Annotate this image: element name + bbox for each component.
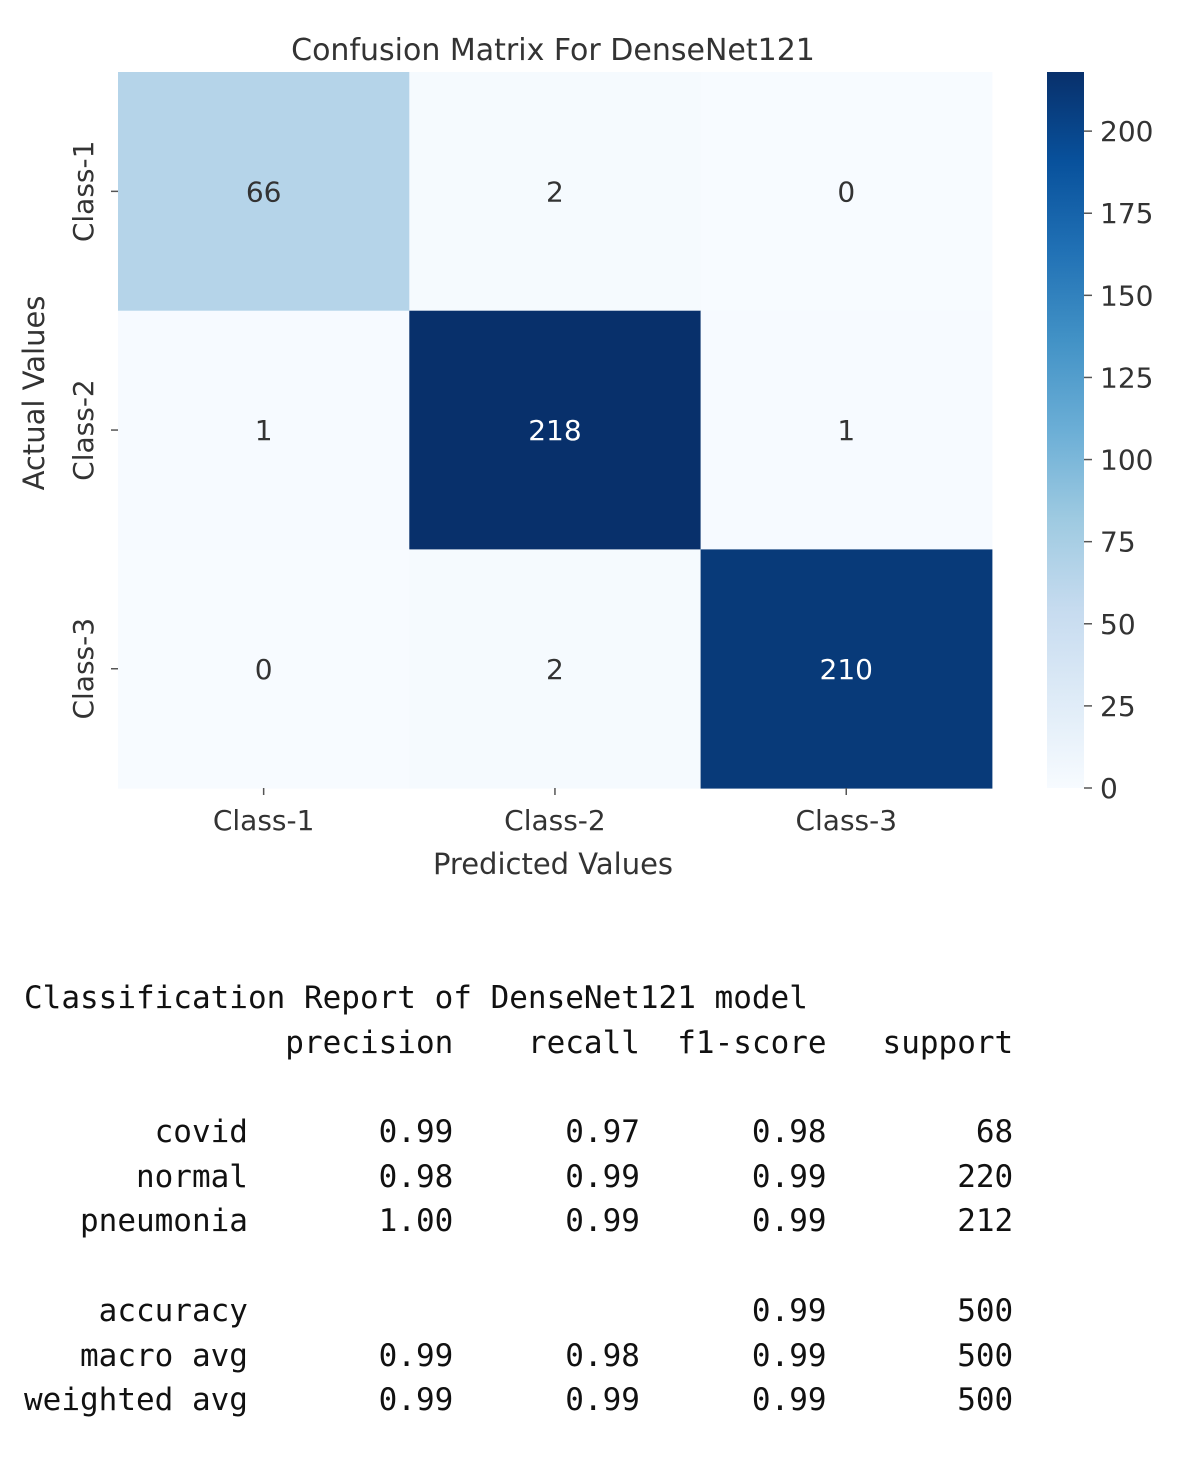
cell-value-label: 0 (255, 653, 273, 686)
confusion-matrix-chart: Confusion Matrix For DenseNet121 66 2 01 21… (17, 33, 1153, 881)
heatmap-cell (700, 310, 993, 550)
report-recall: 0.99 (453, 1158, 640, 1195)
colorbar-ticks: 0 25 50 75 100 125 150 175 200 (1084, 115, 1153, 805)
y-tick-label: Class-1 (67, 141, 100, 243)
report-f1: 0.99 (639, 1158, 827, 1195)
x-tick-labels: Class-1 Class-2 Class-3 (213, 788, 897, 837)
report-row-label: weighted avg (24, 1382, 248, 1419)
heatmap-cells: 66 2 0 1 218 1 0 2 210 (118, 72, 993, 789)
heatmap-cell (409, 72, 702, 312)
report-title-text: Classification Report of DenseNet121 mod… (24, 980, 808, 1016)
report-support: 500 (826, 1292, 1014, 1329)
colorbar-tick-label: 75 (1100, 526, 1136, 559)
colorbar-tick-label: 100 (1100, 444, 1153, 477)
report-row-label: accuracy (24, 1292, 248, 1329)
report-f1: 0.99 (639, 1382, 827, 1419)
y-axis-label: Actual Values (17, 296, 51, 491)
report-recall: 0.99 (453, 1203, 640, 1240)
report-row: pneumonia 1.00 0.99 0.99 212 (24, 1199, 1013, 1244)
report-spacer (24, 1244, 1013, 1289)
colorbar-tick-label: 25 (1100, 690, 1136, 723)
colorbar-tick-label: 175 (1100, 197, 1153, 230)
cell-value-label: 66 (246, 175, 282, 208)
heatmap-cell (118, 72, 410, 312)
cell-value-label: 2 (546, 653, 564, 686)
colorbar-tick-label: 150 (1100, 279, 1153, 312)
report-precision: 0.99 (247, 1337, 454, 1374)
report-support: 220 (826, 1158, 1014, 1195)
heatmap-cell (700, 72, 993, 312)
report-row: macro avg 0.99 0.98 0.99 500 (24, 1334, 1013, 1379)
report-f1: 0.99 (639, 1203, 827, 1240)
report-row-label: covid (24, 1114, 248, 1151)
report-precision: 0.98 (247, 1158, 454, 1195)
colorbar (1047, 72, 1084, 788)
classification-report: Classification Report of DenseNet121 mod… (24, 976, 1013, 1423)
cell-value-label: 0 (837, 175, 855, 208)
report-f1: 0.98 (639, 1114, 827, 1151)
report-precision (248, 1293, 453, 1329)
heatmap-cell (118, 310, 410, 550)
report-precision: 0.99 (247, 1114, 454, 1151)
report-f1: 0.99 (639, 1292, 827, 1329)
report-support: 500 (826, 1337, 1014, 1374)
colorbar-tick-label: 50 (1100, 608, 1136, 641)
report-spacer (24, 1065, 1013, 1110)
heatmap-cell (118, 549, 410, 789)
x-tick-label: Class-1 (213, 804, 315, 837)
y-tick-labels: Class-1 Class-2 Class-3 (67, 141, 118, 720)
heatmap-cell (409, 549, 702, 789)
cell-value-label: 2 (546, 175, 564, 208)
report-title: Classification Report of DenseNet121 mod… (24, 976, 1013, 1021)
report-support: 212 (826, 1203, 1014, 1240)
cell-value-label: 1 (837, 414, 855, 447)
report-row: covid 0.99 0.97 0.98 68 (24, 1110, 1014, 1155)
x-tick-label: Class-3 (795, 804, 897, 837)
report-row: weighted avg 0.99 0.99 0.99 500 (24, 1378, 1013, 1423)
report-recall: 0.99 (453, 1382, 640, 1419)
report-row: accuracy 0.99 500 (24, 1289, 1014, 1334)
chart-title: Confusion Matrix For DenseNet121 (291, 33, 815, 68)
report-header-3: support (826, 1024, 1014, 1061)
heatmap-cell (700, 549, 993, 789)
report-support: 500 (826, 1382, 1014, 1419)
report-support: 68 (826, 1114, 1014, 1151)
report-row: normal 0.98 0.99 0.99 220 (24, 1155, 1013, 1200)
cell-value-label: 1 (255, 414, 273, 447)
report-header-0: precision (247, 1024, 454, 1061)
report-recall (453, 1293, 640, 1329)
colorbar-tick-label: 125 (1100, 361, 1153, 394)
report-row-label: pneumonia (24, 1203, 248, 1240)
cell-value-label: 218 (528, 414, 581, 447)
report-header-1: recall (453, 1024, 640, 1061)
report-precision: 0.99 (247, 1382, 454, 1419)
report-row-label: macro avg (24, 1337, 248, 1374)
y-tick-label: Class-2 (67, 379, 100, 481)
report-recall: 0.97 (453, 1114, 640, 1151)
x-axis-label: Predicted Values (433, 847, 673, 881)
colorbar-tick-label: 0 (1100, 772, 1118, 805)
heatmap-cell (409, 310, 702, 550)
report-header: precision recall f1-score support (24, 1021, 1013, 1066)
report-row-label: normal (24, 1158, 248, 1195)
y-tick-label: Class-3 (67, 618, 100, 720)
report-precision: 1.00 (247, 1203, 454, 1240)
x-tick-label: Class-2 (504, 804, 606, 837)
cell-value-label: 210 (820, 653, 873, 686)
colorbar-tick-label: 200 (1100, 115, 1153, 148)
report-recall: 0.98 (453, 1337, 640, 1374)
report-f1: 0.99 (639, 1337, 827, 1374)
report-header-2: f1-score (639, 1024, 827, 1061)
